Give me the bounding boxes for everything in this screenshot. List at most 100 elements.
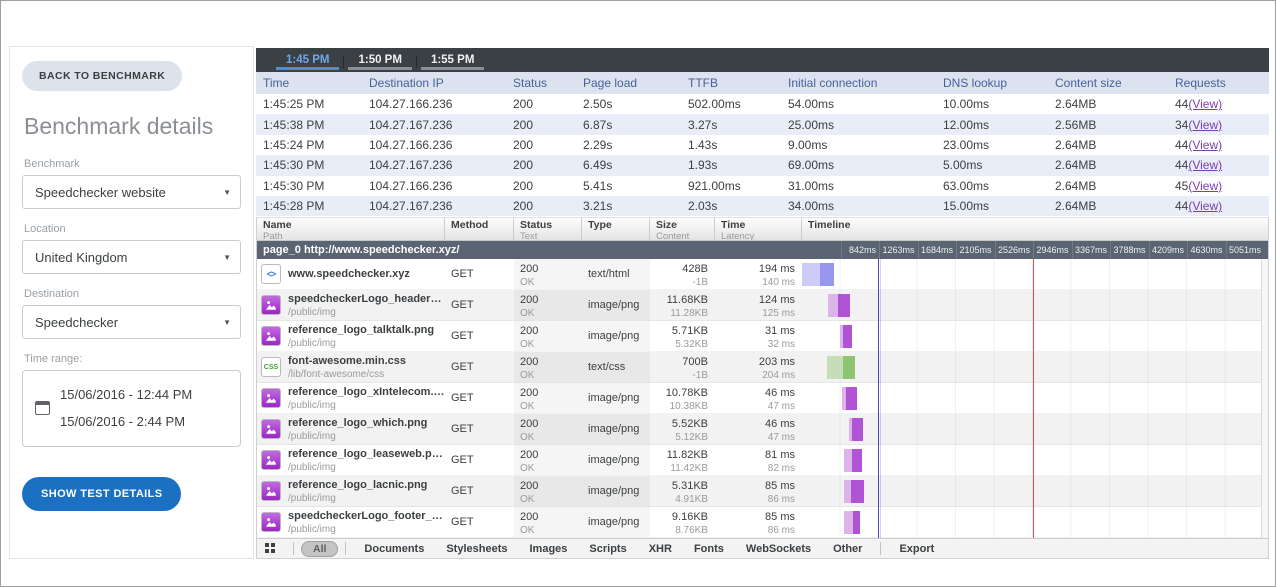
load-event-line	[1033, 259, 1034, 539]
request-name-cell: CSS font-awesome.min.css/lib/font-awesome…	[257, 352, 445, 382]
requests-count: 44	[1175, 199, 1189, 214]
request-row[interactable]: reference_logo_lacnic.png/public/img GET 2…	[257, 476, 1268, 508]
requests-count: 45	[1175, 178, 1189, 193]
tab-1-45-pm[interactable]: 1:45 PM	[272, 48, 343, 72]
vertical-scrollbar[interactable]	[1261, 259, 1268, 539]
waterfall-column-header[interactable]: Timeline	[802, 218, 1268, 240]
table-row: 1:45:25 PM 104.27.166.236 200 2.50s 502.00ms…	[256, 94, 1269, 114]
request-name-cell: speedcheckerLogo_header_255x33@2.../publ…	[257, 290, 445, 320]
time-value: 85 ms	[765, 511, 795, 524]
time-range-picker[interactable]: 15/06/2016 - 12:44 PM 15/06/2016 - 2:44 …	[22, 370, 241, 447]
main-panel: 1:45 PM 1:50 PM 1:55 PM Time Destination IP…	[256, 48, 1269, 560]
size-value: 10.78KB	[665, 387, 708, 400]
column-header: TTFB	[688, 76, 718, 90]
filter-other[interactable]: Other	[833, 542, 863, 555]
show-test-details-button[interactable]: SHOW TEST DETAILS	[22, 476, 182, 511]
table-row: 1:45:30 PM 104.27.166.236 200 5.41s 921.00ms…	[256, 176, 1269, 196]
column-header: Destination IP	[369, 76, 444, 90]
request-name: www.speedchecker.xyz	[288, 268, 410, 281]
filter-fonts[interactable]: Fonts	[693, 542, 724, 555]
type-cell: text/css	[582, 352, 650, 383]
request-row[interactable]: CSS font-awesome.min.css/lib/font-awesome…	[257, 352, 1268, 384]
request-row[interactable]: reference_logo_leaseweb.png/public/img GE…	[257, 445, 1268, 477]
request-row[interactable]: reference_logo_talktalk.png/public/img GE…	[257, 321, 1268, 353]
content-size-value: 11.42KB	[670, 463, 708, 475]
filter-xhr[interactable]: XHR	[648, 542, 672, 555]
sidebar-field: Location United Kingdom ▼	[22, 223, 241, 274]
view-link[interactable]: (View)	[1188, 97, 1223, 112]
request-row[interactable]: speedcheckerLogo_footer_213x28@2x.../pub…	[257, 507, 1268, 539]
html-file-icon: <>	[261, 264, 281, 285]
view-link[interactable]: (View)	[1188, 199, 1223, 214]
view-link[interactable]: (View)	[1188, 137, 1223, 152]
request-row[interactable]: <> www.speedchecker.xyz GET 200 OK text/html 4…	[257, 259, 1268, 291]
cell-dns: 23.00ms	[943, 137, 990, 152]
request-name-cell: reference_logo_leaseweb.png/public/img	[257, 445, 445, 475]
cell-ttfb: 502.00ms	[688, 97, 741, 112]
waterfall-rows: <> www.speedchecker.xyz GET 200 OK text/html 4…	[257, 259, 1268, 539]
waterfall-column-header[interactable]: Status Text	[514, 218, 582, 241]
column-header: Content size	[1055, 76, 1122, 90]
select-location[interactable]: United Kingdom ▼	[22, 240, 241, 274]
filter-images[interactable]: Images	[529, 542, 568, 555]
tab-1-50-pm[interactable]: 1:50 PM	[344, 48, 415, 72]
view-link[interactable]: (View)	[1188, 178, 1223, 193]
ruler-tick: 2105ms	[956, 241, 995, 260]
cell-requests: 45(View)	[1168, 179, 1269, 193]
request-row[interactable]: reference_logo_which.png/public/img GET 20…	[257, 414, 1268, 446]
waterfall-column-header[interactable]: Time Latency	[715, 218, 802, 241]
timeline-ruler: 842ms 1263ms 1684ms 2105ms 2526ms 2946ms 3367m…	[802, 241, 1268, 260]
method-cell: GET	[451, 454, 474, 467]
time-value: 203 ms	[758, 356, 795, 369]
request-row[interactable]: speedcheckerLogo_header_255x33@2.../publ…	[257, 290, 1268, 322]
size-cell: 428B -1B	[650, 259, 715, 289]
cell-page_load: 2.29s	[583, 137, 613, 152]
waterfall-bar-receiving	[851, 480, 864, 504]
view-link[interactable]: (View)	[1188, 117, 1223, 132]
status-code: 200	[520, 263, 539, 276]
latency-value: 140 ms	[762, 277, 795, 289]
request-path: /public/img	[288, 337, 336, 349]
back-to-benchmark-button[interactable]: BACK TO BENCHMARK	[22, 61, 183, 91]
request-name: reference_logo_which.png	[288, 416, 428, 429]
time-value: 31 ms	[765, 325, 795, 338]
waterfall-column-header[interactable]: Name Path	[257, 218, 445, 241]
waterfall-bar-waiting	[840, 325, 843, 349]
requests-count: 44	[1175, 97, 1189, 112]
waterfall-bar-receiving	[852, 449, 862, 473]
cell-status: 200	[513, 178, 534, 193]
select-value: Speedchecker website	[35, 184, 166, 200]
size-value: 5.31KB	[671, 480, 708, 493]
header-label: Size	[656, 219, 678, 232]
waterfall-column-header[interactable]: Method	[445, 218, 514, 241]
waterfall-column-header[interactable]: Type	[582, 218, 650, 241]
size-cell: 5.71KB 5.32KB	[650, 321, 715, 351]
select-destination[interactable]: Speedchecker ▼	[22, 305, 241, 339]
tab-underline	[348, 67, 412, 70]
request-path: /lib/font-awesome/css	[288, 368, 385, 380]
tab-1-55-pm[interactable]: 1:55 PM	[417, 48, 488, 72]
time-value: 81 ms	[765, 449, 795, 462]
filter-all[interactable]: All	[301, 540, 339, 557]
filter-stylesheets[interactable]: Stylesheets	[446, 542, 508, 555]
export-button[interactable]: Export	[899, 542, 935, 555]
separator	[345, 542, 347, 556]
request-name-lines: reference_logo_xIntelecom.png/public/img	[288, 386, 445, 411]
request-name-lines: www.speedchecker.xyz	[288, 268, 410, 280]
cell-ttfb: 3.27s	[688, 117, 718, 132]
time-cell: 194 ms 140 ms	[715, 259, 802, 289]
separator	[880, 542, 882, 556]
select-benchmark[interactable]: Speedchecker website ▼	[22, 175, 241, 209]
view-link[interactable]: (View)	[1188, 158, 1223, 173]
filter-documents[interactable]: Documents	[364, 542, 425, 555]
request-name-lines: speedcheckerLogo_header_255x33@2.../publ…	[288, 293, 445, 318]
filter-websockets[interactable]: WebSockets	[745, 542, 812, 555]
request-name-cell: reference_logo_which.png/public/img	[257, 414, 445, 444]
waterfall-column-header[interactable]: Size Content	[650, 218, 715, 241]
filter-scripts[interactable]: Scripts	[589, 542, 627, 555]
tab-label: 1:45 PM	[286, 54, 330, 66]
time-value: 194 ms	[758, 263, 795, 276]
waterfall-bar-waiting	[827, 356, 843, 380]
request-row[interactable]: reference_logo_xIntelecom.png/public/img…	[257, 383, 1268, 415]
grid-view-icon[interactable]	[265, 543, 276, 554]
